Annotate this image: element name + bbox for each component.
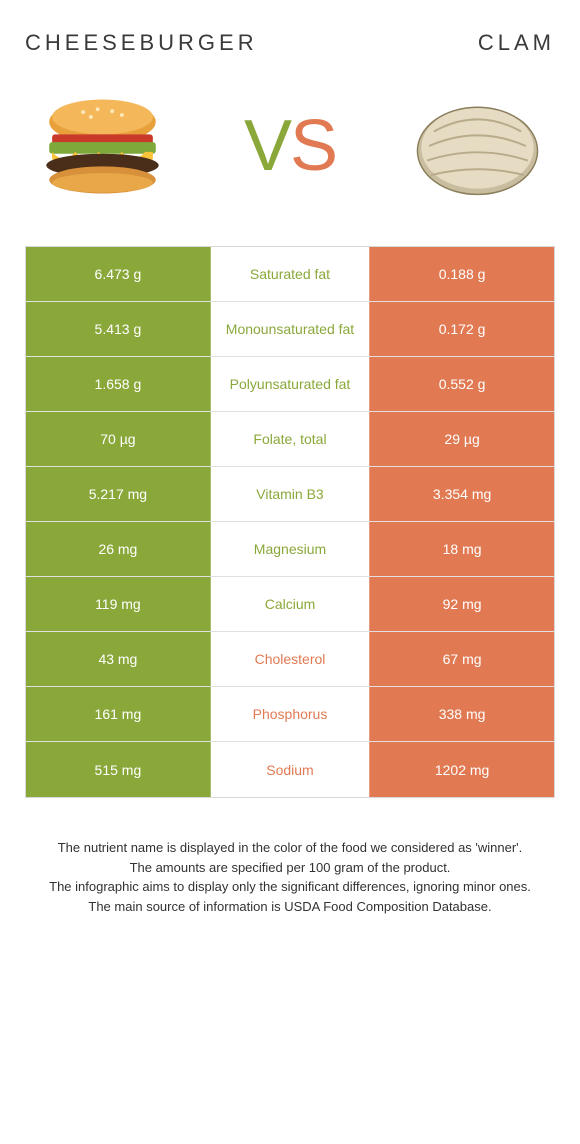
left-value-cell: 6.473 g <box>26 247 211 301</box>
images-row: VS <box>25 86 555 206</box>
vs-s: S <box>290 106 336 186</box>
table-row: 70 µgFolate, total29 µg <box>26 412 554 467</box>
clam-image <box>400 86 555 206</box>
right-value-cell: 67 mg <box>369 632 554 686</box>
nutrient-label-cell: Magnesium <box>211 522 369 576</box>
table-row: 26 mgMagnesium18 mg <box>26 522 554 577</box>
left-value-cell: 43 mg <box>26 632 211 686</box>
right-value-cell: 18 mg <box>369 522 554 576</box>
nutrient-label-cell: Calcium <box>211 577 369 631</box>
table-row: 5.413 gMonounsaturated fat0.172 g <box>26 302 554 357</box>
table-row: 119 mgCalcium92 mg <box>26 577 554 632</box>
right-value-cell: 1202 mg <box>369 742 554 797</box>
right-value-cell: 3.354 mg <box>369 467 554 521</box>
right-value-cell: 0.172 g <box>369 302 554 356</box>
nutrient-label-cell: Monounsaturated fat <box>211 302 369 356</box>
table-row: 5.217 mgVitamin B33.354 mg <box>26 467 554 522</box>
header: CHEESEBURGER CLAM <box>25 30 555 56</box>
table-row: 515 mgSodium1202 mg <box>26 742 554 797</box>
left-value-cell: 5.217 mg <box>26 467 211 521</box>
nutrient-label-cell: Phosphorus <box>211 687 369 741</box>
table-row: 43 mgCholesterol67 mg <box>26 632 554 687</box>
left-value-cell: 5.413 g <box>26 302 211 356</box>
left-value-cell: 26 mg <box>26 522 211 576</box>
left-value-cell: 70 µg <box>26 412 211 466</box>
table-row: 161 mgPhosphorus338 mg <box>26 687 554 742</box>
nutrient-label-cell: Saturated fat <box>211 247 369 301</box>
cheeseburger-image <box>25 86 180 206</box>
right-value-cell: 0.552 g <box>369 357 554 411</box>
right-value-cell: 29 µg <box>369 412 554 466</box>
vs-label: VS <box>244 110 336 182</box>
left-value-cell: 1.658 g <box>26 357 211 411</box>
vs-v: V <box>244 106 290 186</box>
right-value-cell: 92 mg <box>369 577 554 631</box>
nutrient-label-cell: Folate, total <box>211 412 369 466</box>
nutrient-label-cell: Vitamin B3 <box>211 467 369 521</box>
footer-notes: The nutrient name is displayed in the co… <box>25 838 555 916</box>
right-value-cell: 0.188 g <box>369 247 554 301</box>
nutrient-label-cell: Cholesterol <box>211 632 369 686</box>
left-food-title: CHEESEBURGER <box>25 30 258 56</box>
footer-line-4: The main source of information is USDA F… <box>25 897 555 917</box>
left-value-cell: 119 mg <box>26 577 211 631</box>
footer-line-2: The amounts are specified per 100 gram o… <box>25 858 555 878</box>
nutrient-label-cell: Polyunsaturated fat <box>211 357 369 411</box>
nutrient-label-cell: Sodium <box>211 742 369 797</box>
table-row: 1.658 gPolyunsaturated fat0.552 g <box>26 357 554 412</box>
right-value-cell: 338 mg <box>369 687 554 741</box>
left-value-cell: 161 mg <box>26 687 211 741</box>
footer-line-1: The nutrient name is displayed in the co… <box>25 838 555 858</box>
footer-line-3: The infographic aims to display only the… <box>25 877 555 897</box>
right-food-title: CLAM <box>478 30 555 56</box>
nutrition-table: 6.473 gSaturated fat0.188 g5.413 gMonoun… <box>25 246 555 798</box>
left-value-cell: 515 mg <box>26 742 211 797</box>
table-row: 6.473 gSaturated fat0.188 g <box>26 247 554 302</box>
